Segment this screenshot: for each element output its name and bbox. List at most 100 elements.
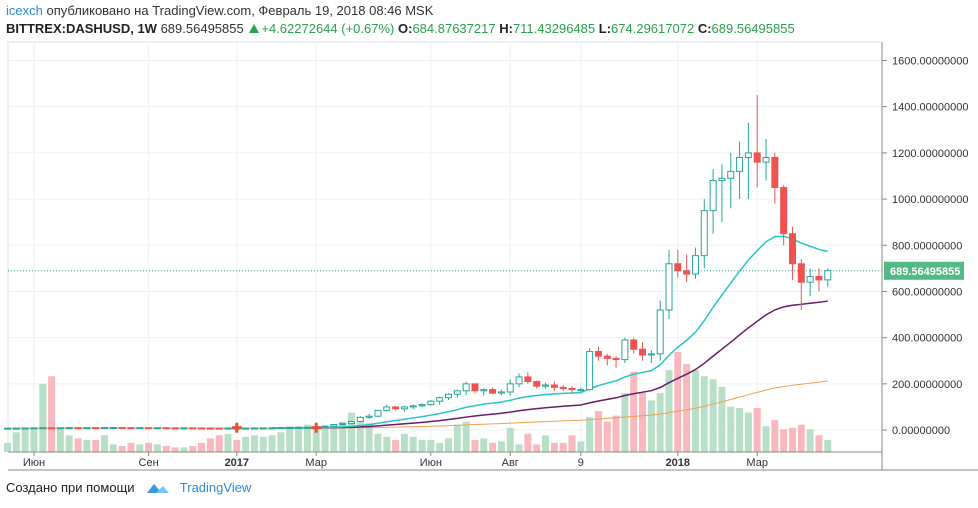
volume-bar [101,435,109,452]
volume-bar [118,445,126,452]
symbol-label: BITTREX:DASHUSD, 1W [6,21,157,36]
volume-bar [171,447,179,452]
candle-body [39,427,47,430]
volume-bar [612,415,620,452]
candle-body [762,156,770,163]
candle-body [136,427,144,430]
volume-bar [497,441,505,452]
volume-bar [621,392,629,452]
candle-body [744,152,752,158]
candle-body [788,233,796,265]
candle-body [700,210,708,257]
volume-bars [4,352,832,452]
candle-body [206,427,214,430]
candle-body [603,355,611,359]
ema-line-20 [272,235,828,429]
chart-axes: 1600.00000000 1400.00000000 1200.00000000 1… [8,42,978,471]
candle-body [621,339,629,361]
volume-bar [665,370,673,452]
volume-bar [215,435,223,452]
volume-bar [39,383,47,452]
volume-bar [127,442,135,452]
volume-bar [568,435,576,452]
volume-bar [471,439,479,452]
volume-bar [418,439,426,452]
volume-bar [224,433,232,452]
candle-body [374,409,382,417]
candle-body [198,427,206,430]
ema-line-200 [7,380,828,429]
current-price-label: 689.56495855 [890,266,960,278]
candle-body [612,357,620,361]
candle-body [356,416,364,423]
volume-bar [56,429,64,452]
volume-bar [524,433,532,452]
candle-body [647,353,655,356]
ema-lines [7,235,882,429]
volume-bar [153,444,161,452]
candle-body [568,387,576,391]
published-text: опубликовано на TradingView.com, Февраль… [46,3,434,18]
candle-body [683,270,691,275]
volume-bar [788,427,796,452]
candle-body [259,427,267,430]
volume-bar [753,408,761,452]
candle-body [21,427,29,430]
volume-bar [559,442,567,452]
volume-bar [65,435,73,452]
author-link[interactable]: icexch [6,3,43,18]
volume-bar [736,408,744,452]
close-label: C: [697,21,712,36]
candle-body [824,270,832,281]
volume-bar [21,429,29,452]
candle-body [506,383,514,393]
candle-body [736,156,744,172]
ema-line-50 [272,300,828,429]
candle-body [330,424,338,427]
volume-bar [780,429,788,452]
volume-bar [797,424,805,452]
candle-body [753,152,761,163]
volume-bar [489,442,497,452]
volume-bar [480,438,488,452]
volume-bar [586,417,594,452]
volume-bar [727,406,735,452]
y-tick-label: 800.00000000 [892,240,962,252]
volume-bar [683,364,691,452]
candle-body [74,427,82,430]
volume-bar [162,445,170,452]
volume-bar [383,436,391,452]
candle-body [542,384,550,387]
candle-body [480,389,488,392]
candle-body [489,389,497,394]
current-price-tag [884,261,964,280]
high-label: H: [499,21,513,36]
volume-bar [436,442,444,452]
volume-bar [321,427,329,452]
candle-body [109,427,117,430]
volume-bar [365,423,373,452]
candle-body [497,391,505,394]
x-tick-label: Мар [746,457,768,469]
volume-bar [374,433,382,452]
volume-bar [409,436,417,452]
volume-bar [445,438,452,452]
candle-body [550,384,558,388]
y-tick-label: 400.00000000 [892,333,962,345]
candle-body [815,275,823,281]
candle-body [383,406,391,411]
volume-bar [594,411,602,452]
volume-bar [180,447,188,452]
candle-body [577,389,585,392]
y-tick-label: 1000.00000000 [892,194,968,206]
candle-body [286,427,294,430]
volume-bar [762,426,770,452]
candle-body [797,263,805,283]
volume-bar [259,436,267,452]
candle-body [806,275,814,283]
candle-body [250,427,258,430]
candle-body [215,427,223,430]
candle-body [339,423,347,426]
tradingview-link[interactable]: TradingView [179,480,252,495]
